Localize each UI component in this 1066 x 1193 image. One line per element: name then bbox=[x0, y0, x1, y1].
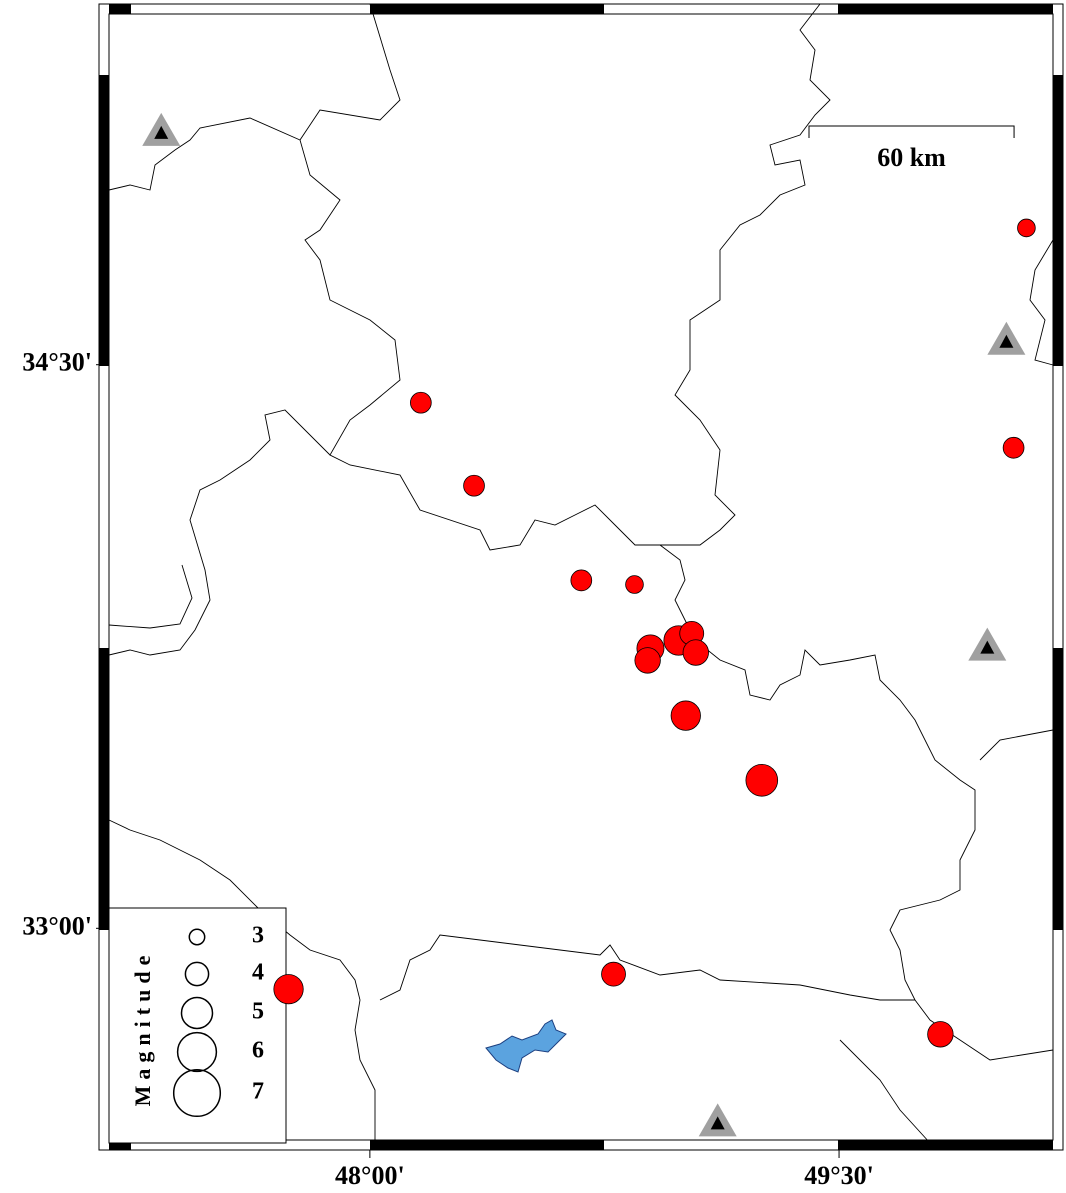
frame bbox=[96, 3, 1064, 1158]
legend-circle bbox=[176, 1031, 218, 1073]
border bbox=[299, 3, 831, 551]
y-tick-label: 33°00' bbox=[22, 911, 92, 940]
border bbox=[108, 117, 301, 191]
epicenter bbox=[1017, 218, 1036, 238]
station-core bbox=[154, 125, 169, 139]
border bbox=[659, 544, 1054, 1061]
station-core bbox=[980, 640, 995, 654]
lake bbox=[485, 1019, 567, 1073]
legend-circle bbox=[180, 996, 214, 1030]
legend-label: 6 bbox=[252, 1038, 264, 1064]
border bbox=[839, 1039, 931, 1144]
legend-circle bbox=[172, 1068, 222, 1118]
epicenter bbox=[570, 569, 593, 592]
epicenter bbox=[682, 639, 709, 666]
legend-label: 5 bbox=[252, 999, 264, 1025]
border bbox=[979, 729, 1054, 761]
station-core bbox=[999, 334, 1014, 348]
epicenter bbox=[273, 974, 304, 1005]
legend-label: 3 bbox=[252, 923, 264, 949]
x-tick-label: 48°00' bbox=[335, 1161, 405, 1190]
borders bbox=[108, 3, 1054, 1144]
border bbox=[108, 409, 331, 656]
epicenter bbox=[745, 763, 779, 797]
legend-label: 7 bbox=[252, 1079, 264, 1105]
scale-bar-label: 60 km bbox=[877, 143, 946, 172]
x-tick-label: 49°30' bbox=[804, 1161, 874, 1190]
epicenter bbox=[601, 961, 626, 987]
y-tick-label: 34°30' bbox=[22, 348, 92, 377]
border bbox=[108, 564, 193, 629]
legend-box bbox=[108, 907, 287, 1144]
border bbox=[108, 819, 376, 1140]
legend-title: Magnitude bbox=[130, 950, 155, 1107]
epicenter bbox=[670, 700, 701, 731]
legend-label: 4 bbox=[252, 960, 264, 986]
epicenter bbox=[1002, 436, 1025, 459]
epicenter bbox=[625, 575, 644, 594]
legend: Magnitude bbox=[108, 907, 287, 1144]
station-core bbox=[710, 1116, 725, 1130]
border bbox=[1029, 239, 1054, 366]
legend-circle bbox=[188, 928, 206, 946]
epicenter bbox=[634, 647, 661, 674]
epicenter bbox=[463, 474, 485, 497]
scale-bar bbox=[808, 125, 1015, 138]
epicenter bbox=[927, 1021, 954, 1048]
epicenter bbox=[410, 391, 432, 414]
legend-circle bbox=[184, 961, 210, 987]
border bbox=[379, 934, 915, 1001]
